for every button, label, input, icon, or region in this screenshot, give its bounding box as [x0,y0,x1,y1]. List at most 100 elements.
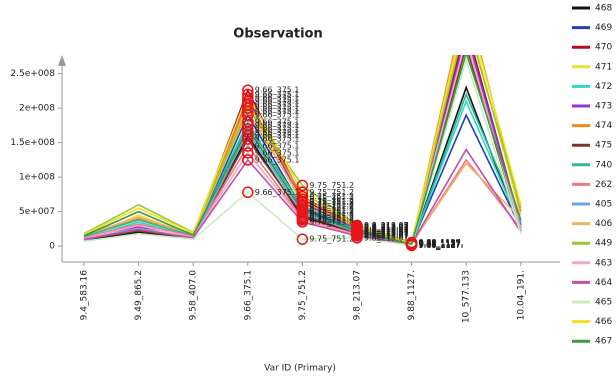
y-tick-label: 0 [49,242,55,252]
legend-label: 406 [595,219,612,229]
point-label: 9.75_751.2 [309,211,354,220]
point-label: 9.8_213.07 [364,229,409,238]
highlight-point [405,238,418,250]
x-tick-label: 9.75_751.2 [298,270,308,320]
point-label: 9.75_751.2 [309,215,354,224]
point-label: 9.88_1127. [419,240,464,249]
point-label: 9.75_751.2 [309,214,354,223]
point-label: 9.75_751.2 [309,204,354,213]
series-line [83,57,522,247]
point-label: 9.8_213.07 [364,222,409,231]
point-label: 9.66_375.1 [255,104,300,113]
point-label: 9.8_213.07 [364,222,409,231]
legend-label: 469 [595,23,612,33]
point-label: 9.88_1127. [419,240,464,249]
legend-label: 463 [595,258,612,268]
point-label: 9.88_1127. [419,240,464,249]
point-label: 9.66_375.1 [255,124,300,133]
legend-label: 464 [595,278,612,288]
legend-label: 465 [595,298,612,308]
y-tick-label: 5e+007 [19,207,55,217]
highlight-point [296,179,309,192]
highlight-point [296,200,309,212]
series-line [83,55,522,244]
highlight-point [242,105,254,118]
highlight-point [242,123,254,135]
point-label: 9.75_751.2 [309,202,354,211]
point-label: 9.66_375.1 [255,148,300,157]
highlight-point [242,126,254,139]
y-tick-label: 1e+008 [19,173,55,183]
highlight-point [351,225,363,238]
point-label: 9.66_375.1 [255,93,300,102]
x-tick-label: 10_577.133 [462,270,472,323]
x-tick-label: 9.58_407.0 [189,270,199,321]
highlight-point [296,186,309,199]
point-label: 9.66_375.1 [255,90,300,99]
y-tick-label: 2e+008 [19,104,55,114]
legend-label: 405 [595,200,612,210]
legend-label: 474 [595,121,612,131]
highlight-point [296,195,309,208]
point-label: 9.8_213.07 [364,233,409,242]
plot-area: 9.66_375.1 9.75_751.2 9.8_213.07 9.88_1127.… [83,55,522,252]
highlight-point [242,140,254,152]
point-label: 9.66_375.1 [255,100,300,109]
legend-label: 471 [595,62,612,72]
point-label: 9.8_213.07 [364,231,409,240]
point-label: 9.75_751.2 [309,200,354,209]
legend-label: 449 [595,239,612,249]
highlight-point [242,147,254,159]
point-label: 9.66_375.1 [255,128,300,137]
x-tick-label: 9.66_375.1 [243,270,253,320]
highlight-point [296,216,309,228]
highlight-point [242,84,254,96]
point-label: 9.75_751.2 [309,235,354,244]
point-label: 9.66_375.1 [255,142,300,151]
legend-label: 475 [595,141,612,151]
highlight-point [351,232,363,244]
point-label: 9.88_1127. [419,239,464,248]
point-label: 9.66_375.1 [255,155,300,164]
point-label: 9.66_375.1 [255,107,300,116]
point-label: 9.75_751.2 [309,213,354,222]
point-label: 9.88_1127. [419,240,464,249]
legend-label: 470 [595,43,612,53]
point-label: 9.75_751.2 [309,207,354,216]
x-tick-label: 10.04_191. [516,270,526,320]
highlight-point [242,154,254,166]
point-label: 9.8_213.07 [364,231,409,240]
highlight-point [242,119,254,132]
point-label: 9.8_213.07 [364,224,409,233]
point-label: 9.88_1127. [419,240,464,249]
point-label: 9.75_751.2 [309,209,354,218]
x-tick-label: 9.8_213.07 [353,270,363,320]
point-label: 9.88_1127. [419,241,464,250]
point-label: 9.8_213.07 [364,224,409,233]
highlight-point [296,233,309,245]
point-label: 9.88_1127. [419,240,464,249]
point-label: 9.8_213.07 [364,226,409,235]
point-label: 9.88_1127. [419,240,464,249]
legend-label: 467 [595,337,612,347]
point-label: 9.88_1127. [419,238,464,247]
point-label: 9.88_1127. [419,240,464,249]
y-axis-arrow [58,55,66,66]
legend-label: 468 [595,4,612,14]
point-label: 9.88_1127. [419,239,464,248]
x-tick-label: 9.49_865.2 [134,270,144,320]
point-label: 9.66_375.1 [255,97,300,106]
highlight-point [242,186,254,199]
x-axis-label: Var ID (Primary) [264,364,336,374]
point-label: 9.75_751.2 [309,197,354,206]
legend-label: 473 [595,102,612,112]
y-tick-label: 1.5e+008 [10,138,55,148]
legend-label: 740 [595,160,612,170]
legend-label: 472 [595,82,612,92]
point-label: 9.75_751.2 [309,188,354,197]
point-label: 9.8_213.07 [364,229,409,238]
point-label: 9.75_751.2 [309,198,354,207]
series-line [83,55,522,245]
point-label: 9.75_751.2 [309,195,354,204]
